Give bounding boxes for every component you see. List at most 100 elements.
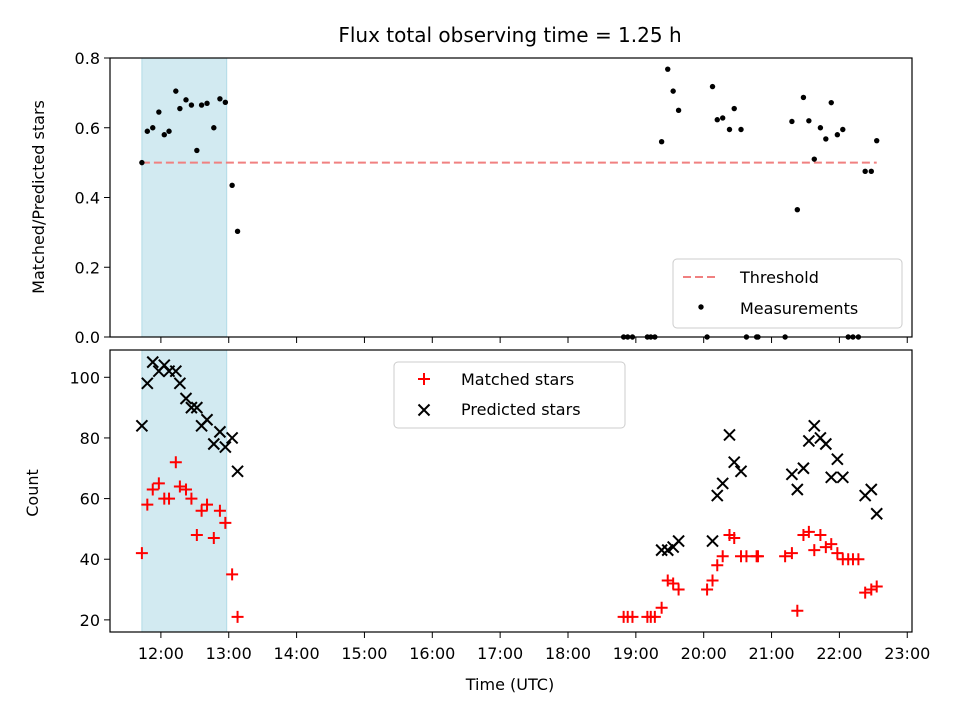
- measurement-point: [817, 125, 824, 131]
- matched-star-point: [825, 538, 838, 551]
- bottom-y-axis-label: Count: [23, 469, 42, 517]
- matched-star-point: [797, 528, 810, 541]
- bottom-y-tick-label: 60: [80, 490, 100, 509]
- measurement-point: [156, 109, 162, 115]
- legend-predicted-label: Predicted stars: [461, 400, 581, 419]
- matched-star-point: [655, 601, 668, 614]
- measurement-point: [183, 97, 189, 103]
- measurement-point: [811, 156, 817, 162]
- matched-star-point: [728, 532, 741, 544]
- measurement-point: [800, 94, 807, 101]
- measurement-point: [211, 125, 217, 131]
- measurement-point: [709, 83, 716, 90]
- matched-star-point: [190, 528, 203, 541]
- measurement-point: [789, 118, 795, 125]
- legend-box: [393, 361, 626, 429]
- bottom-y-tick-label: 20: [80, 611, 100, 630]
- top-highlight-span: [141, 57, 228, 338]
- bottom-legend: Matched stars Predicted stars: [393, 361, 626, 429]
- measurement-point: [144, 128, 151, 134]
- x-tick-label: 22:00: [816, 644, 862, 663]
- top-panel: 0.0 0.2 0.4 0.6 0.8 Threshold Measurements: [75, 49, 913, 347]
- x-tick-label: 16:00: [409, 644, 455, 663]
- predicted-star-point: [190, 401, 204, 414]
- predicted-star-point: [865, 483, 878, 496]
- matched-star-point: [201, 498, 214, 511]
- matched-star-point: [791, 604, 804, 617]
- legend-measurements-swatch: [698, 304, 704, 310]
- matched-star-point: [152, 477, 165, 490]
- matched-star-point: [802, 525, 815, 538]
- x-tick-label: 14:00: [274, 644, 320, 663]
- measurement-point: [719, 115, 726, 121]
- matched-star-point: [207, 532, 220, 544]
- x-tick-label: 21:00: [748, 644, 794, 663]
- measurement-point: [794, 207, 801, 213]
- predicted-star-point: [836, 471, 849, 484]
- bottom-plot-frame: [109, 349, 913, 633]
- measurement-point: [670, 88, 676, 94]
- bottom-y-tick-label: 80: [80, 429, 100, 448]
- bottom-series-0: [135, 456, 883, 623]
- matched-star-point: [819, 541, 832, 554]
- x-tick-label: 23:00: [884, 644, 930, 663]
- matched-star-point: [226, 568, 239, 581]
- measurement-point: [173, 88, 179, 94]
- bottom-y-tick-label: 40: [80, 550, 100, 569]
- predicted-star-point: [135, 419, 149, 433]
- measurement-point: [217, 96, 223, 102]
- matched-star-point: [706, 574, 719, 587]
- predicted-star-point: [200, 413, 214, 426]
- matched-star-point: [173, 480, 186, 493]
- measurement-point: [222, 99, 229, 105]
- matched-star-point: [135, 547, 148, 560]
- matched-star-point: [870, 580, 883, 593]
- matched-star-point: [667, 577, 680, 590]
- matched-star-point: [751, 550, 764, 563]
- predicted-star-point: [219, 440, 232, 454]
- measurement-point: [229, 182, 235, 188]
- measurement-point: [834, 132, 841, 138]
- bottom-highlight-span: [141, 349, 228, 633]
- measurement-point: [658, 139, 665, 145]
- measurement-point: [862, 168, 868, 175]
- measurement-point: [806, 118, 812, 124]
- predicted-star-point: [231, 465, 244, 478]
- predicted-star-point: [802, 434, 816, 448]
- top-y-tick-label: 0.2: [75, 258, 100, 277]
- measurement-point: [194, 147, 200, 154]
- chart-title: Flux total observing time = 1.25 h: [338, 23, 681, 47]
- top-y-tick-label: 0.8: [75, 49, 100, 68]
- predicted-star-point: [207, 437, 221, 451]
- matched-star-point: [701, 583, 714, 596]
- measurement-point: [161, 132, 167, 138]
- x-tick-label: 12:00: [138, 644, 184, 663]
- predicted-star-point: [825, 471, 838, 484]
- matched-star-point: [852, 553, 865, 566]
- predicted-star-point: [785, 468, 799, 481]
- matched-star-point: [626, 610, 639, 623]
- matched-star-point: [661, 574, 674, 587]
- measurement-point: [738, 126, 744, 133]
- predicted-star-point: [146, 355, 159, 369]
- matched-star-point: [859, 586, 872, 599]
- matched-star-point: [785, 547, 798, 560]
- matched-star-point: [195, 504, 208, 517]
- predicted-star-point: [711, 489, 724, 502]
- matched-star-point: [865, 583, 878, 596]
- measurement-point: [150, 125, 156, 131]
- legend-threshold-label: Threshold: [739, 268, 819, 287]
- predicted-star-point: [706, 534, 719, 548]
- matched-star-point: [740, 550, 753, 563]
- measurement-point: [828, 99, 834, 106]
- legend-measurements-label: Measurements: [740, 299, 858, 318]
- measurement-point: [665, 66, 671, 72]
- predicted-star-point: [173, 377, 187, 390]
- predicted-star-point: [213, 425, 227, 439]
- measurement-point: [177, 105, 183, 112]
- matched-star-point: [185, 492, 198, 505]
- predicted-star-point: [672, 534, 685, 548]
- predicted-star-point: [819, 437, 833, 451]
- top-y-tick-label: 0.6: [75, 119, 100, 138]
